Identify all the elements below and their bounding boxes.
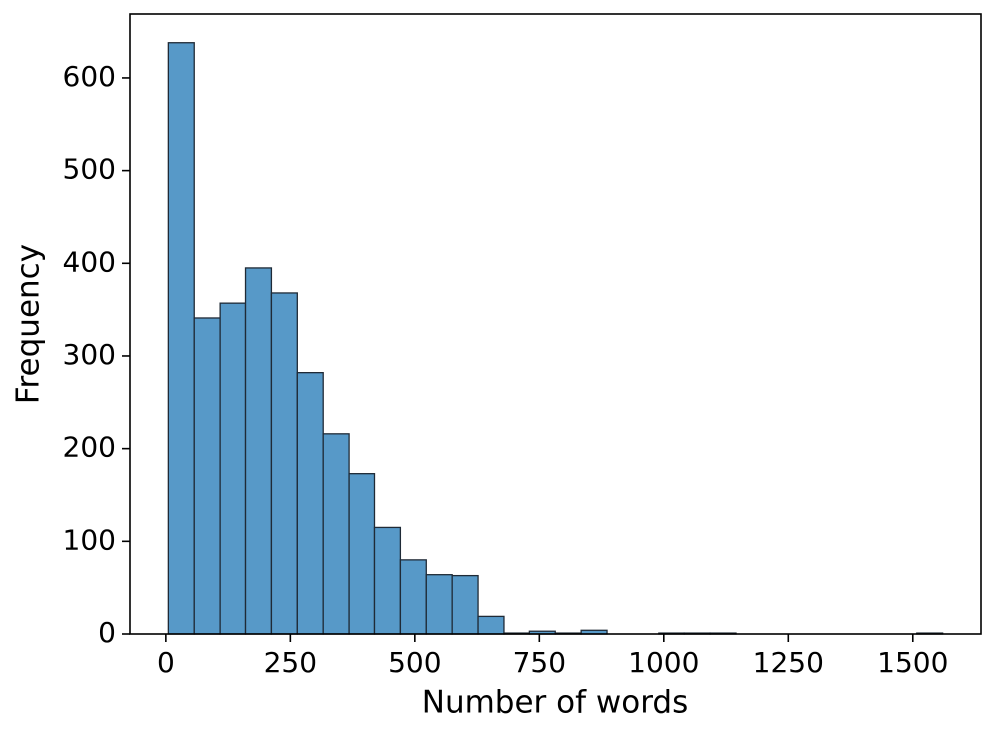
x-tick-label: 750 xyxy=(513,646,566,679)
x-tick-label: 0 xyxy=(157,646,175,679)
bar xyxy=(167,42,195,635)
x-tick-label: 1000 xyxy=(628,646,699,679)
plot-frame xyxy=(129,13,982,635)
bar xyxy=(477,615,505,635)
y-tick-label: 600 xyxy=(63,60,116,93)
x-tick-label: 1250 xyxy=(753,646,824,679)
y-axis-label: Frequency xyxy=(11,244,47,404)
y-tick-label: 500 xyxy=(63,153,116,186)
bar xyxy=(219,302,247,635)
bar xyxy=(451,574,479,635)
y-tick-label: 0 xyxy=(98,616,116,649)
bar xyxy=(270,292,298,635)
bar xyxy=(244,267,273,635)
y-tick-label: 300 xyxy=(63,338,116,371)
bar xyxy=(296,372,324,635)
y-tick-label: 100 xyxy=(63,523,116,556)
x-tick-label: 500 xyxy=(388,646,441,679)
y-tick-label: 200 xyxy=(63,431,116,464)
x-tick-label: 1500 xyxy=(877,646,948,679)
bar xyxy=(322,433,350,635)
bar xyxy=(193,317,221,635)
bar xyxy=(348,473,376,635)
y-tick-label: 400 xyxy=(63,245,116,278)
bar xyxy=(399,559,427,635)
bar xyxy=(425,574,453,635)
x-axis-label: Number of words xyxy=(422,685,688,721)
x-tick-label: 250 xyxy=(264,646,317,679)
bar xyxy=(373,526,402,635)
